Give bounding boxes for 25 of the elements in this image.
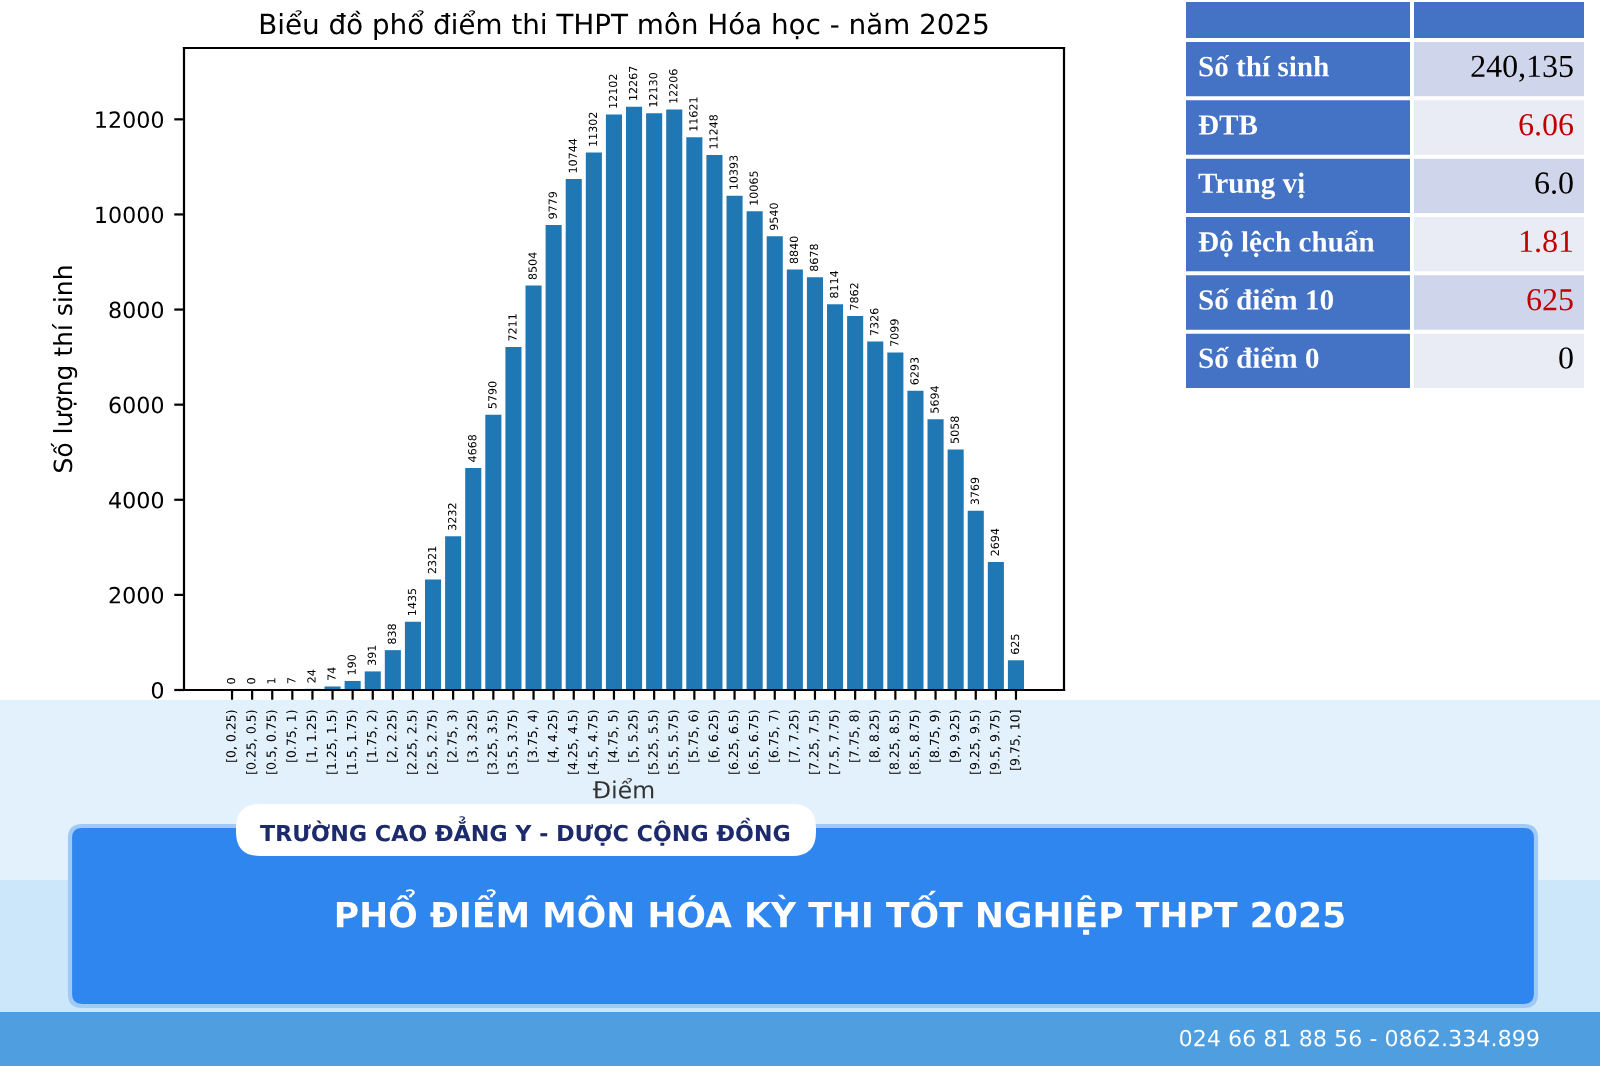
text: Trung vị xyxy=(1198,172,1305,200)
y-tick-label: 10000 xyxy=(96,206,164,224)
text: 1.81 xyxy=(1520,230,1573,253)
text: PHỔ ĐIỂM MÔN HÓA KỲ THI TỐT NGHIỆP THPT 2025 xyxy=(336,889,1344,935)
y-tick-label: 8000 xyxy=(109,301,164,319)
text: Số thí sinh xyxy=(1199,54,1329,77)
y-tick-label: 12000 xyxy=(96,111,164,129)
y-tick-label: 4000 xyxy=(109,491,164,509)
text: 625 xyxy=(1527,289,1573,311)
text: Số điểm 0 xyxy=(1199,346,1319,369)
y-tick-label: 2000 xyxy=(109,586,164,604)
text: 240,135 xyxy=(1471,55,1573,82)
chart-title: Biểu đồ phổ điểm thi THPT môn Hóa học - năm 2025 xyxy=(260,10,988,40)
text: Số điểm 10 xyxy=(1199,288,1334,310)
x-axis-title: Điểm xyxy=(592,778,654,799)
y-tick-label: 6000 xyxy=(109,396,164,414)
text: 6.0 xyxy=(1535,172,1573,194)
y-axis-title: Số lượng thí sinh xyxy=(50,266,78,472)
y-tick-label: 0 xyxy=(151,681,164,699)
text: TRƯỜNG CAO ĐẲNG Y - DƯỢC CỘNG ĐỒNG xyxy=(260,816,790,846)
text: 0 xyxy=(1559,347,1573,369)
text: ĐTB xyxy=(1198,115,1258,135)
text: 024 66 81 88 56 - 0862.334.899 xyxy=(1180,1029,1539,1047)
text: Độ lệch chuẩn xyxy=(1198,230,1375,258)
text: 6.06 xyxy=(1519,113,1574,136)
